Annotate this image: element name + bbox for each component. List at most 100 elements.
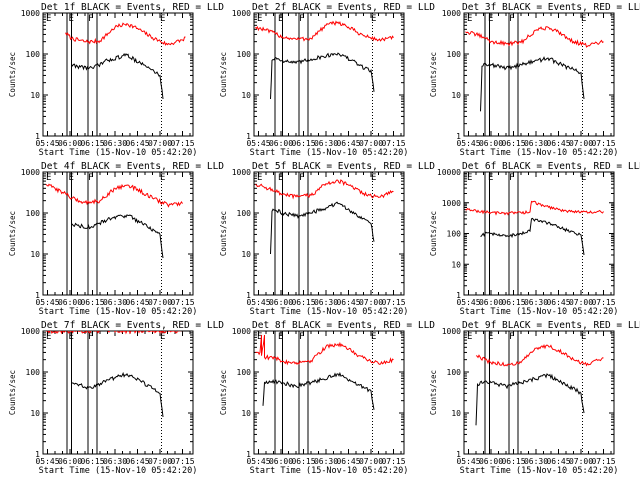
x-tick-label: 06:15 (291, 298, 315, 307)
x-tick-label: 05:45 (35, 139, 59, 148)
x-tick-label: 06:30 (314, 457, 338, 466)
y-tick-label: 1 (456, 450, 461, 459)
interval-marker-label: E (371, 173, 376, 183)
x-tick-label: 05:45 (246, 457, 270, 466)
x-tick-label: 07:15 (170, 139, 194, 148)
events-series-line (475, 373, 585, 426)
events-series-line (66, 214, 164, 276)
x-axis-label: Start Time (15-Nov-10 05:42:20) (250, 466, 409, 476)
interval-marker-label: E (160, 173, 165, 183)
x-tick-label: 07:00 (148, 139, 172, 148)
interval-marker-label: E (371, 14, 376, 24)
lld-series-line (465, 26, 604, 48)
x-tick-label: 06:45 (546, 298, 570, 307)
y-tick-label: 1000 (442, 327, 461, 336)
interval-marker-label: E (488, 14, 493, 24)
x-tick-label: 07:15 (381, 298, 405, 307)
y-tick-label: 10 (241, 409, 251, 418)
panel-title: Det 1f BLACK = Events, RED = LLD (41, 2, 224, 13)
panel-title: Det 4f BLACK = Events, RED = LLD (41, 161, 224, 172)
panel: Det 2f BLACK = Events, RED = LLD 1 10 100 10… (219, 2, 435, 158)
x-axis-label: Start Time (15-Nov-10 05:42:20) (250, 307, 409, 317)
y-tick-label: 10000 (437, 168, 461, 177)
x-tick-label: 06:45 (546, 457, 570, 466)
x-tick-label: 06:00 (58, 457, 82, 466)
x-tick-label: 06:00 (479, 298, 503, 307)
interval-marker-label: E (467, 14, 472, 24)
interval-marker-label: F (509, 332, 514, 342)
lld-series-line (255, 334, 394, 366)
x-tick-label: 06:30 (103, 457, 127, 466)
x-axis-label: Start Time (15-Nov-10 05:42:20) (460, 307, 619, 317)
x-tick-label: 06:00 (58, 298, 82, 307)
x-tick-label: 07:00 (359, 139, 383, 148)
x-tick-label: 05:45 (35, 457, 59, 466)
lld-series-line (465, 200, 604, 216)
interval-marker-label: F (509, 14, 514, 24)
y-tick-label: 10 (30, 409, 40, 418)
y-tick-label: 1000 (232, 9, 251, 18)
y-tick-label: 1000 (21, 168, 40, 177)
x-tick-label: 06:45 (125, 139, 149, 148)
y-tick-label: 1 (35, 132, 40, 141)
y-axis-label: Counts/sec (219, 370, 228, 415)
x-tick-label: 06:30 (524, 298, 548, 307)
x-tick-label: 06:15 (501, 298, 525, 307)
x-tick-label: 06:45 (546, 139, 570, 148)
x-tick-label: 06:45 (125, 298, 149, 307)
y-axis-label: Counts/sec (429, 52, 438, 97)
interval-marker-label: E (278, 14, 283, 24)
events-series-line (66, 371, 164, 435)
interval-marker-label: E (278, 332, 283, 342)
y-axis-label: Counts/sec (429, 211, 438, 256)
interval-marker-label: F (299, 173, 304, 183)
x-tick-label: 06:45 (336, 457, 360, 466)
interval-marker-label: F (299, 332, 304, 342)
y-tick-label: 1 (246, 291, 251, 300)
panel-title: Det 3f BLACK = Events, RED = LLD (462, 2, 640, 13)
x-tick-label: 07:00 (569, 139, 593, 148)
panel: Det 7f BLACK = Events, RED = LLD 1 10 100 10… (8, 320, 224, 476)
y-tick-label: 10 (451, 260, 461, 269)
plot-frame (42, 12, 194, 137)
panel: Det 4f BLACK = Events, RED = LLD 1 10 100 10… (8, 161, 224, 317)
y-tick-label: 1000 (21, 9, 40, 18)
events-series-line (480, 56, 585, 112)
panel: Det 6f BLACK = Events, RED = LLD 1 10 100 10… (429, 161, 640, 317)
y-tick-label: 100 (26, 50, 41, 59)
x-tick-label: 06:15 (80, 457, 104, 466)
y-tick-label: 10 (30, 250, 40, 259)
y-tick-label: 10 (241, 91, 251, 100)
x-axis-label: Start Time (15-Nov-10 05:42:20) (460, 148, 619, 158)
interval-marker-label: E (46, 14, 51, 24)
panel-title: Det 5f BLACK = Events, RED = LLD (252, 161, 435, 172)
y-tick-label: 1000 (442, 199, 461, 208)
plot-frame (463, 12, 615, 137)
interval-marker-label: E (257, 332, 262, 342)
interval-marker-label: E (46, 173, 51, 183)
x-axis-label: Start Time (15-Nov-10 05:42:20) (39, 307, 198, 317)
x-tick-label: 06:00 (58, 139, 82, 148)
lld-series-line (255, 179, 394, 200)
interval-marker-label: E (488, 332, 493, 342)
interval-marker-label: E (581, 173, 586, 183)
x-axis-label: Start Time (15-Nov-10 05:42:20) (460, 466, 619, 476)
interval-marker-label: E (488, 173, 493, 183)
y-tick-label: 1 (246, 132, 251, 141)
interval-marker-label: E (160, 332, 165, 342)
events-series-line (270, 201, 375, 255)
y-tick-label: 100 (26, 368, 41, 377)
x-tick-label: 06:45 (125, 457, 149, 466)
y-axis-label: Counts/sec (219, 52, 228, 97)
interval-marker-label: E (46, 332, 51, 342)
x-tick-label: 06:30 (524, 139, 548, 148)
plot-frame (463, 171, 615, 296)
panel-title: Det 9f BLACK = Events, RED = LLD (462, 320, 640, 331)
y-tick-label: 1 (456, 291, 461, 300)
x-tick-label: 05:45 (456, 298, 480, 307)
panel: Det 5f BLACK = Events, RED = LLD 1 10 100 10… (219, 161, 435, 317)
y-axis-label: Counts/sec (8, 370, 17, 415)
plot-frame (42, 330, 194, 455)
x-tick-label: 07:15 (170, 298, 194, 307)
y-tick-label: 10 (30, 91, 40, 100)
